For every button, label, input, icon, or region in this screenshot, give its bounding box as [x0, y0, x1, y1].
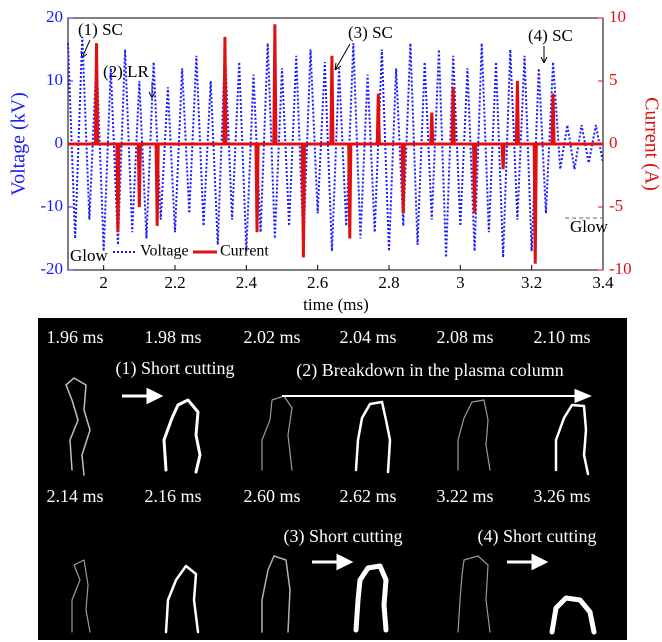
annotations: (1) SC (2) LR (3) SC (4) SC Glow Glow — [68, 17, 609, 271]
frame-time: 1.96 ms — [46, 327, 103, 347]
x-tick-label: 2.6 — [307, 273, 328, 292]
legend-label: Current — [220, 243, 269, 260]
caption: (4) Short cutting — [478, 526, 597, 547]
annotation: (1) SC — [78, 20, 123, 39]
y2-tick-label: -5 — [609, 196, 623, 215]
y2-tick-label: 5 — [609, 70, 618, 89]
x-tick-label: 2 — [99, 273, 108, 292]
frame-time: 2.10 ms — [533, 327, 590, 347]
annotation: (4) SC — [528, 26, 573, 45]
series-line — [68, 24, 603, 264]
y-tick-label: -10 — [40, 196, 63, 215]
x-tick-label: 2.4 — [236, 273, 258, 292]
y-tick-label: 0 — [55, 133, 64, 152]
frame-time: 2.60 ms — [243, 486, 300, 506]
y-tick-label: -20 — [40, 259, 63, 278]
y-axis-label: Voltage (kV) — [8, 92, 30, 196]
y2-tick-label: 0 — [609, 133, 618, 152]
frame-time: 3.26 ms — [533, 486, 590, 506]
y2-axis-label: Current (A) — [640, 97, 662, 191]
x-tick-label: 3 — [456, 273, 465, 292]
panel-arrows — [122, 387, 592, 571]
legend-label: Voltage — [140, 243, 189, 260]
y2-tick-label: -10 — [609, 259, 632, 278]
x-tick-label: 3.2 — [521, 273, 542, 292]
x-tick-label: 3.4 — [592, 273, 614, 292]
caption: (1) Short cutting — [116, 358, 235, 379]
photo-panel — [38, 318, 627, 640]
caption: (2) Breakdown in the plasma column — [296, 360, 563, 381]
frame-time: 2.14 ms — [46, 486, 103, 506]
caption: (3) Short cutting — [284, 526, 403, 547]
photo-labels: 1.96 ms 1.98 ms 2.02 ms 2.04 ms 2.08 ms … — [46, 327, 596, 547]
y-tick-label: 10 — [46, 70, 63, 89]
series-line — [67, 36, 604, 258]
annotation: Glow — [570, 217, 609, 236]
x-axis-label: time (ms) — [303, 295, 369, 314]
x-tick-label: 2.2 — [164, 273, 185, 292]
y2-tick-label: 10 — [609, 7, 626, 26]
x-tick-label: 2.8 — [378, 273, 399, 292]
frame-time: 2.08 ms — [436, 327, 493, 347]
frame-time: 2.62 ms — [339, 486, 396, 506]
annotation: Glow — [70, 246, 109, 265]
plasma-images — [65, 377, 597, 635]
y-tick-label: 20 — [46, 7, 63, 26]
frame-time: 2.04 ms — [339, 327, 396, 347]
annotation: (3) SC — [348, 23, 393, 42]
frame-time: 1.98 ms — [144, 327, 201, 347]
frame-time: 2.16 ms — [144, 486, 201, 506]
frame-time: 3.22 ms — [436, 486, 493, 506]
frame-time: 2.02 ms — [243, 327, 300, 347]
